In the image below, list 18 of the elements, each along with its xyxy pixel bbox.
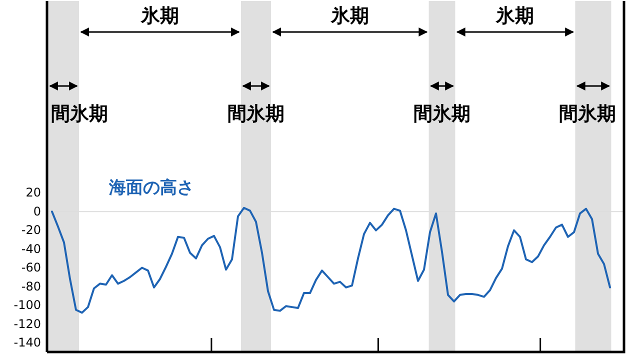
- annotation: 氷期: [140, 5, 179, 27]
- annotation: 間氷期: [414, 103, 470, 125]
- y-tick-label: -80: [21, 279, 41, 294]
- y-tick-label: -20: [21, 223, 41, 238]
- annotation: 間氷期: [51, 103, 108, 125]
- annotation: 間氷期: [559, 103, 616, 125]
- text: 海面の高さ: [108, 178, 194, 198]
- y-tick-label: -60: [21, 260, 41, 275]
- y-tick-label: 0: [33, 204, 41, 218]
- y-tick-label: -140: [14, 335, 41, 350]
- y-tick-label: -100: [14, 298, 41, 312]
- y-tick-label: -40: [21, 242, 41, 256]
- line-series: [51, 206, 611, 314]
- y-tick-label: 20: [26, 186, 41, 200]
- y-tick-label: -120: [14, 316, 41, 331]
- annotation: 氷期: [495, 5, 534, 27]
- annotation: 氷期: [330, 5, 369, 27]
- annotation: 間氷期: [228, 103, 284, 125]
